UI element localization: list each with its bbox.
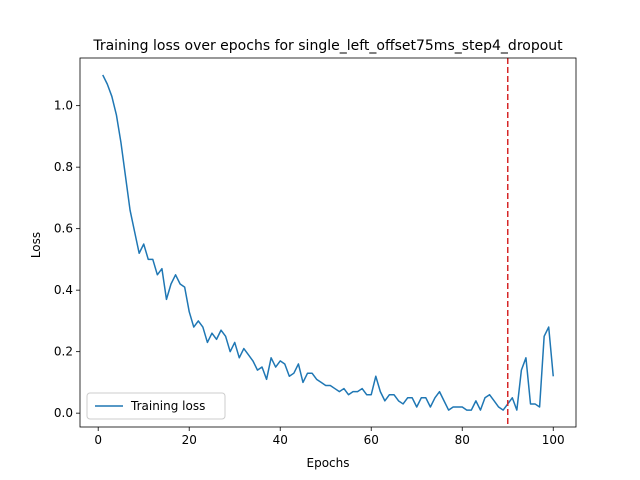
- x-tick-label: 40: [273, 433, 288, 447]
- x-tick-label: 100: [542, 433, 565, 447]
- y-tick-label: 0.2: [54, 345, 73, 359]
- y-tick-label: 0.8: [54, 160, 73, 174]
- chart-title: Training loss over epochs for single_lef…: [92, 38, 563, 54]
- axes-frame: [79, 57, 577, 428]
- y-tick-label: 1.0: [54, 99, 73, 113]
- series-line-0: [102, 74, 554, 411]
- y-tick-label: 0.0: [54, 406, 73, 420]
- plot-area: 0 20 40 60 80 100 0.0 0.2 0.4 0.6 0.8 1.0 Training l…: [54, 57, 577, 447]
- x-tick-label: 60: [364, 433, 379, 447]
- x-axis-label: Epochs: [307, 456, 350, 470]
- legend: Training loss: [86, 392, 226, 420]
- y-axis-label: Loss: [29, 232, 43, 258]
- x-tick-label: 80: [455, 433, 470, 447]
- y-tick-label: 0.4: [54, 283, 73, 297]
- x-tick-label: 0: [94, 433, 102, 447]
- legend-box: [86, 392, 226, 420]
- y-tick-label: 0.6: [54, 222, 73, 236]
- legend-label: Training loss: [130, 399, 205, 413]
- x-tick-label: 20: [182, 433, 197, 447]
